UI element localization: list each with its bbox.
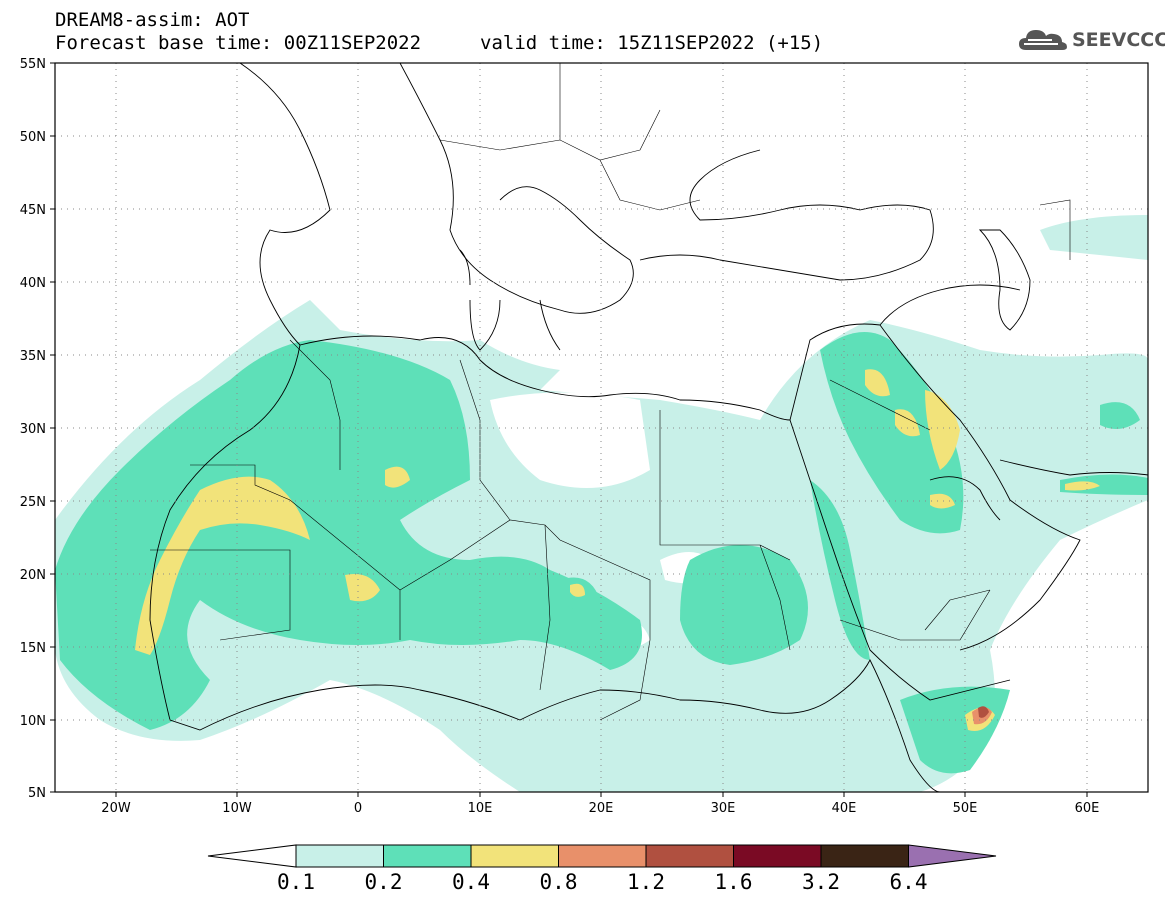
lon-label: 0 <box>354 801 362 816</box>
graticule <box>55 63 1148 792</box>
colorbar-bin <box>820 844 909 868</box>
aot-band-0.4 <box>135 476 310 655</box>
aot-band-0.2-arabia <box>820 332 964 534</box>
aot-band-0.2-east <box>680 545 808 665</box>
colorbar-bin <box>383 844 472 868</box>
colorbar <box>207 844 997 868</box>
lon-labels: 20W 10W 0 10E 20E 30E 40E 50E 60E <box>101 801 1099 816</box>
lat-label: 5N <box>28 786 46 801</box>
lat-label: 15N <box>20 641 46 656</box>
lat-label: 40N <box>20 276 46 291</box>
logo-text: SEEVCCC <box>1072 29 1165 51</box>
lat-label: 30N <box>20 422 46 437</box>
colorbar-bin <box>295 844 384 868</box>
colorbar-label: 1.6 <box>714 870 753 894</box>
lat-label: 35N <box>20 349 46 364</box>
colorbar-label: 3.2 <box>802 870 840 894</box>
seevccc-logo: SEEVCCC <box>1018 26 1165 54</box>
lon-label: 10E <box>468 801 493 816</box>
lon-label: 20W <box>101 801 131 816</box>
lat-label: 55N <box>20 57 46 72</box>
lon-label: 20E <box>589 801 614 816</box>
lon-label: 60E <box>1075 801 1100 816</box>
lat-label: 25N <box>20 495 46 510</box>
aot-band-0.2 <box>55 340 642 730</box>
colorbar-label: 1.2 <box>627 870 665 894</box>
coastlines <box>149 63 1148 792</box>
lon-label: 10W <box>222 801 252 816</box>
lat-labels: 55N 50N 45N 40N 35N 30N 25N 20N 15N 10N … <box>20 57 46 801</box>
colorbar-bin <box>645 844 734 868</box>
colorbar-label: 0.8 <box>539 870 578 894</box>
colorbar-label: 0.2 <box>364 870 403 894</box>
forecast-base-time: Forecast base time: 00Z11SEP2022 <box>55 32 422 54</box>
colorbar-label: 0.1 <box>277 870 315 894</box>
cloud-icon <box>1019 30 1067 50</box>
colorbar-bin <box>558 844 647 868</box>
lat-label: 45N <box>20 203 46 218</box>
colorbar-high-arrow <box>908 844 997 868</box>
lat-label: 50N <box>20 130 46 145</box>
lat-label: 10N <box>20 714 46 729</box>
lon-label: 30E <box>711 801 736 816</box>
aot-band-1.2 <box>978 706 989 718</box>
lon-label: 40E <box>832 801 857 816</box>
valid-time: valid time: 15Z11SEP2022 (+15) <box>480 32 824 54</box>
colorbar-label: 0.4 <box>452 870 490 894</box>
aot-fields <box>55 63 1148 792</box>
lon-label: 50E <box>953 801 978 816</box>
map-title: DREAM8-assim: AOT <box>55 9 250 31</box>
colorbar-bin <box>470 844 559 868</box>
colorbar-bin <box>733 844 822 868</box>
borders <box>150 63 1071 721</box>
aot-band-0.1-north <box>1040 215 1148 260</box>
colorbar-low-arrow <box>207 844 297 868</box>
colorbar-label: 6.4 <box>889 870 928 894</box>
lat-label: 20N <box>20 568 46 583</box>
tick-marks <box>50 62 1088 797</box>
